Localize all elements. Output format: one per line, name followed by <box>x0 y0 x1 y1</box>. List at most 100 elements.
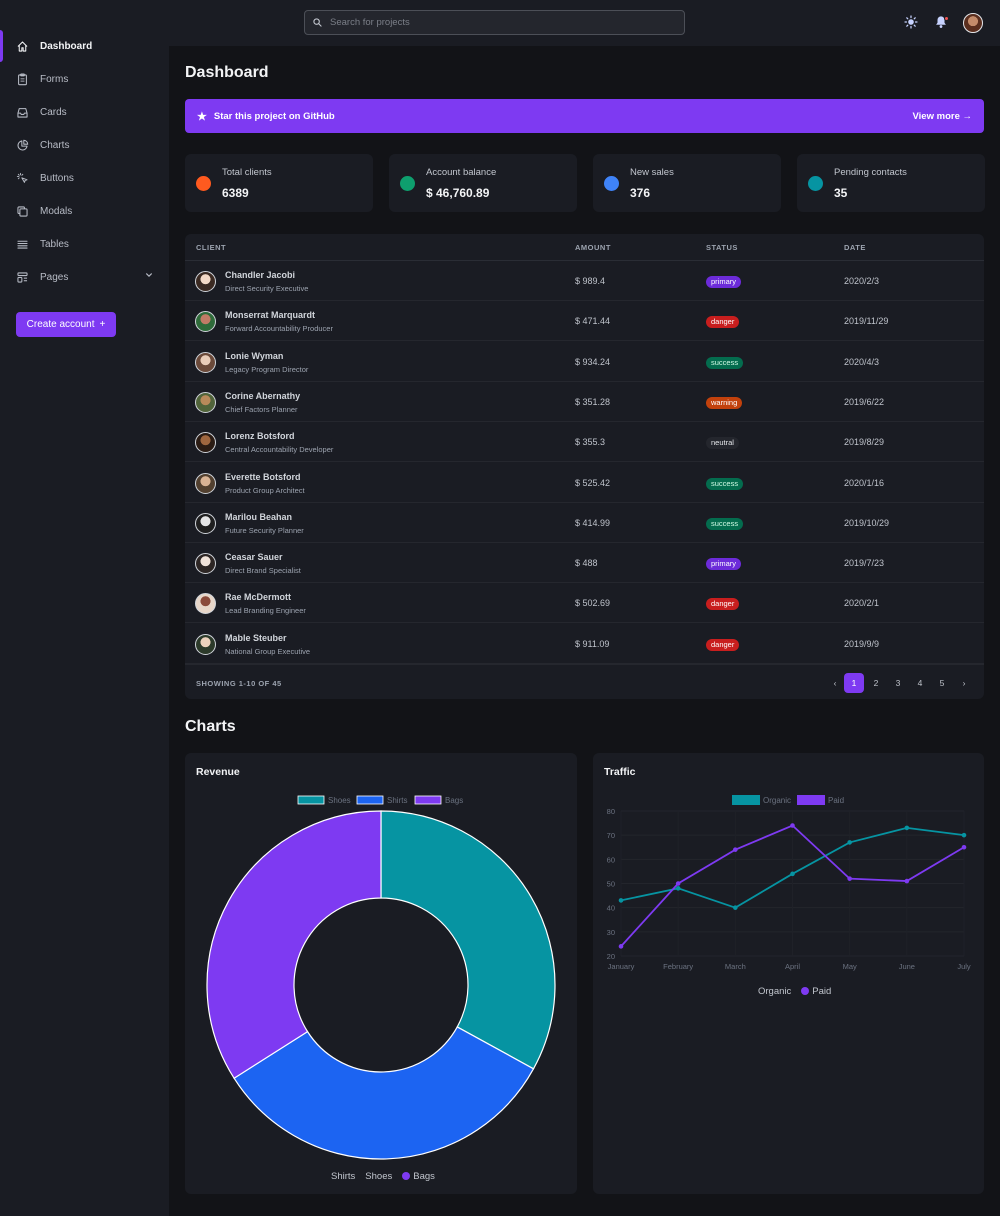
client-name: Lorenz Botsford <box>225 431 295 442</box>
sidebar-item-tables[interactable]: Tables <box>0 232 169 256</box>
theme-toggle-sun-icon[interactable] <box>904 15 918 29</box>
legend-item-paid[interactable]: Paid <box>797 795 844 805</box>
legend-item-shoes[interactable]: Shoes <box>297 795 351 805</box>
y-tick-label: 70 <box>607 831 615 840</box>
data-point-paid[interactable] <box>847 876 852 881</box>
list-icon <box>16 238 29 251</box>
pagination-page-button[interactable]: 2 <box>873 678 879 688</box>
create-account-label: Create account <box>26 319 95 330</box>
stat-label: New sales <box>630 167 674 178</box>
sidebar-item-buttons[interactable]: Buttons <box>0 166 169 190</box>
legend-label: Shirts <box>387 796 407 805</box>
sidebar-item-label: Pages <box>40 271 69 283</box>
legend-label: Paid <box>828 796 844 805</box>
table-row[interactable]: Lorenz Botsford Central Accountability De… <box>185 422 984 463</box>
donut-slice-shoes[interactable] <box>380 810 556 1070</box>
table-row[interactable]: Lonie Wyman Legacy Program Director $ 934.… <box>185 342 984 382</box>
legend-item-bags[interactable]: Bags <box>414 795 463 805</box>
date-cell: 2019/10/29 <box>844 517 890 528</box>
star-icon: ★ <box>197 110 207 123</box>
bottom-legend-item[interactable]: Shirts <box>331 1171 355 1182</box>
bottom-legend-item[interactable]: Organic <box>758 986 791 997</box>
bell-icon[interactable] <box>934 15 948 29</box>
client-title: Lead Branding Engineer <box>225 606 306 616</box>
table-row[interactable]: Everette Botsford Product Group Architect… <box>185 463 984 503</box>
data-point-organic[interactable] <box>961 832 967 838</box>
data-point-organic[interactable] <box>733 905 738 910</box>
data-point-organic[interactable] <box>847 840 852 845</box>
table-row[interactable]: Monserrat Marquardt Forward Accountabilit… <box>185 301 984 342</box>
data-point-paid[interactable] <box>675 881 681 886</box>
cursor-click-icon <box>16 172 29 185</box>
sidebar-item-charts[interactable]: Charts <box>0 133 169 157</box>
pagination-page-button[interactable]: 1 <box>844 673 864 693</box>
client-title: Direct Brand Specialist <box>225 566 301 576</box>
y-tick-label: 60 <box>607 855 615 864</box>
view-more-link[interactable]: View more → <box>912 110 973 122</box>
data-point-paid[interactable] <box>961 844 967 850</box>
table-row[interactable]: Marilou Beahan Future Security Planner $ 4… <box>185 503 984 543</box>
legend-dot <box>402 1172 411 1180</box>
stat-card-new-sales: New sales 376 <box>593 154 781 212</box>
donut-slice-shirts[interactable] <box>233 1026 535 1160</box>
sidebar-item-dashboard[interactable]: Dashboard <box>0 30 169 62</box>
github-banner[interactable]: ★ Star this project on GitHub View more … <box>185 99 984 133</box>
client-avatar <box>195 593 216 615</box>
status-badge: primary <box>706 558 742 571</box>
bottom-legend-item[interactable]: Bags <box>402 1171 435 1182</box>
chevron-down-icon[interactable] <box>145 271 153 282</box>
sidebar-item-cards[interactable]: Cards <box>0 100 169 124</box>
data-point-organic[interactable] <box>675 886 681 891</box>
search-box[interactable] <box>304 10 685 35</box>
bottom-legend-item[interactable]: Shoes <box>365 1171 392 1182</box>
data-point-paid[interactable] <box>618 944 624 949</box>
legend-item-shirts[interactable]: Shirts <box>356 795 407 805</box>
user-avatar[interactable] <box>963 13 983 33</box>
pagination-page-button[interactable]: 5 <box>939 678 945 688</box>
top-header <box>169 0 1000 46</box>
data-point-paid[interactable] <box>733 847 738 852</box>
data-point-organic[interactable] <box>904 825 910 831</box>
stat-icon <box>808 176 823 191</box>
data-point-paid[interactable] <box>904 878 910 884</box>
legend-item-organic[interactable]: Organic <box>732 795 791 805</box>
sidebar-item-label: Cards <box>40 106 67 118</box>
stat-card-pending-contacts: Pending contacts 35 <box>797 154 985 212</box>
showing-count: SHOWING 1-10 OF 45 <box>196 679 282 688</box>
client-name: Rae McDermott <box>225 592 292 603</box>
y-tick-label: 30 <box>607 928 615 937</box>
client-title: Chief Factors Planner <box>225 404 298 414</box>
sidebar-item-forms[interactable]: Forms <box>0 67 169 91</box>
table-header-divider <box>185 260 984 261</box>
pagination-page-button[interactable]: 3 <box>895 678 901 688</box>
pagination-next-button[interactable]: › <box>962 678 966 688</box>
traffic-chart-card: 20 30 40 50 60 70 80 January February March April M… <box>593 753 984 1194</box>
create-account-button[interactable]: Create account + <box>16 312 116 337</box>
pagination-page-button[interactable]: 4 <box>917 678 923 688</box>
stat-value: 35 <box>834 186 848 200</box>
client-name: Marilou Beahan <box>225 511 293 522</box>
x-tick-label: April <box>785 962 800 971</box>
sidebar-item-modals[interactable]: Modals <box>0 199 169 223</box>
table-row[interactable]: Ceasar Sauer Direct Brand Specialist $ 488… <box>185 543 984 584</box>
donut-slice-bags[interactable] <box>206 810 382 1080</box>
plus-icon: + <box>99 319 106 330</box>
date-cell: 2019/7/23 <box>844 558 885 569</box>
table-row[interactable]: Corine Abernathy Chief Factors Planner $ 3… <box>185 382 984 422</box>
search-input[interactable] <box>330 17 660 28</box>
bottom-legend-item[interactable]: Paid <box>801 986 831 997</box>
table-row[interactable]: Mable Steuber National Group Executive $ 9… <box>185 624 984 664</box>
client-avatar <box>195 633 216 655</box>
data-point-paid[interactable] <box>790 823 795 828</box>
data-point-organic[interactable] <box>790 871 795 877</box>
status-badge: warning <box>706 396 743 409</box>
data-point-organic[interactable] <box>618 898 624 903</box>
amount-cell: $ 351.28 <box>575 396 611 407</box>
charts-section-title: Charts <box>185 718 236 735</box>
client-name: Everette Botsford <box>225 471 301 482</box>
table-row[interactable]: Chandler Jacobi Direct Security Executive… <box>185 261 984 301</box>
amount-cell: $ 502.69 <box>575 598 611 609</box>
sidebar-item-pages[interactable]: Pages <box>0 265 169 289</box>
table-row[interactable]: Rae McDermott Lead Branding Engineer $ 502… <box>185 583 984 624</box>
pagination-prev-button[interactable]: ‹ <box>833 678 837 688</box>
